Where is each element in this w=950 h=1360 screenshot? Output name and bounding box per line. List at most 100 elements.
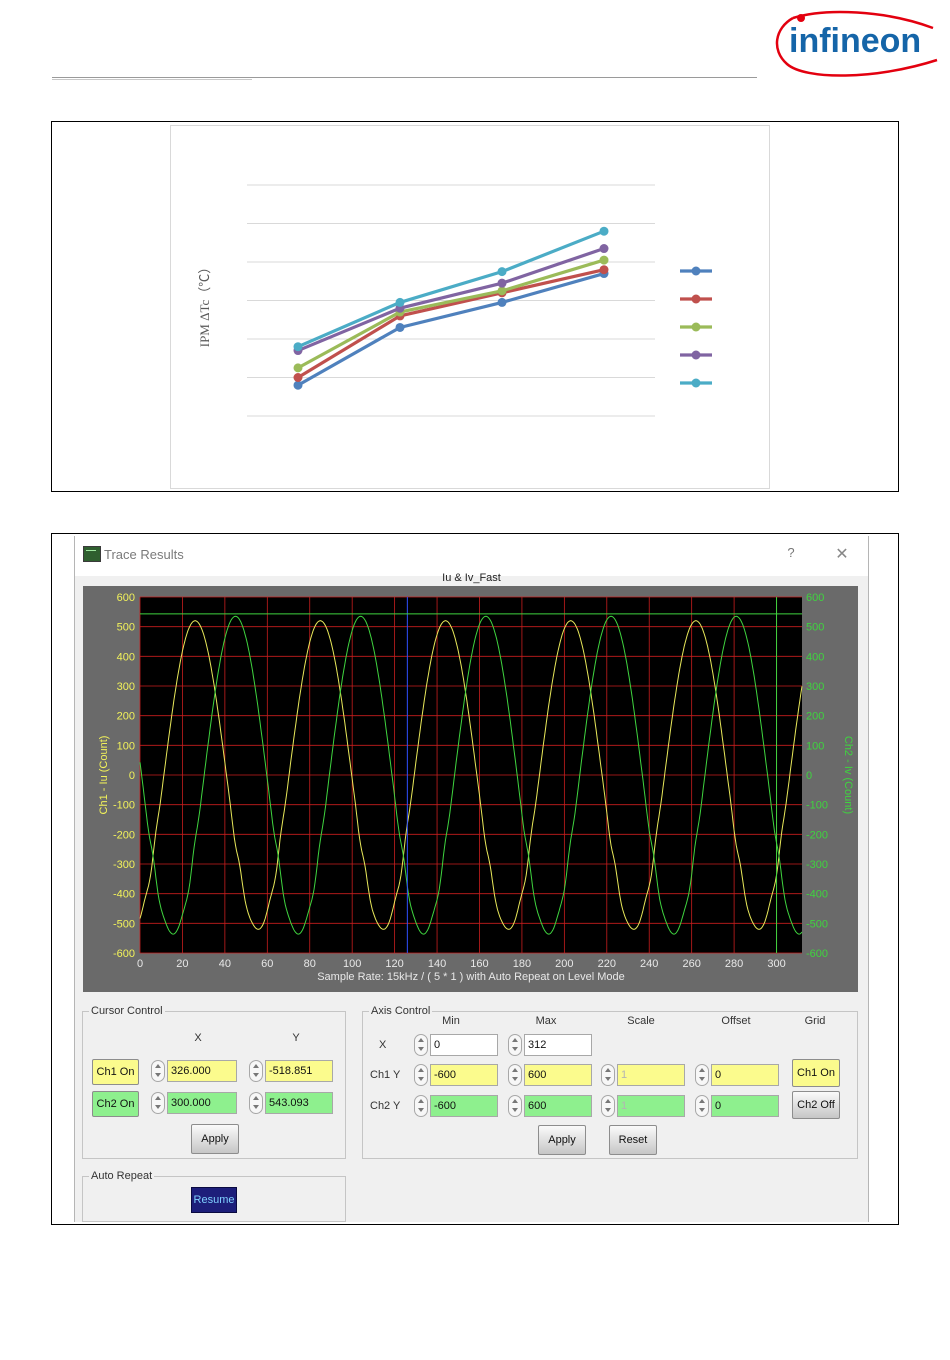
header-rule-accent <box>52 79 252 80</box>
x-tick: 220 <box>598 958 616 970</box>
close-button[interactable]: ✕ <box>835 546 849 563</box>
axis-ch1-offset-spinner[interactable] <box>695 1064 709 1086</box>
y-tick-right: -500 <box>806 918 828 930</box>
window-title: Trace Results <box>104 547 184 562</box>
y-tick-left: 200 <box>117 711 135 723</box>
resume-button[interactable]: Resume <box>191 1187 237 1213</box>
axis-x-min-spinner[interactable] <box>414 1034 428 1056</box>
cursor-control-label: Cursor Control <box>89 1005 165 1017</box>
axis-ch2-scale-field[interactable]: 1 <box>617 1095 685 1117</box>
axis-ch1-scale-field[interactable]: 1 <box>617 1064 685 1086</box>
data-point <box>599 226 609 236</box>
y-tick-left: -400 <box>113 889 135 901</box>
ipm-temperature-chart: IPM ΔTc（℃） <box>197 184 712 417</box>
cursor-ch2-x-field[interactable]: 300.000 <box>167 1092 237 1114</box>
series-line-3 <box>297 258 605 370</box>
cursor-ch1-x-spinner[interactable] <box>151 1060 165 1082</box>
axis-ch1-max-spinner[interactable] <box>508 1064 522 1086</box>
data-point <box>497 267 507 277</box>
axis-col-min: Min <box>442 1015 460 1027</box>
x-tick: 60 <box>261 958 273 970</box>
axis-ch2-min-spinner[interactable] <box>414 1095 428 1117</box>
grid-ch1-on-button[interactable]: Ch1 On <box>792 1059 840 1087</box>
data-point <box>395 322 405 332</box>
axis-ch1-offset-field[interactable]: 0 <box>711 1064 779 1086</box>
app-icon <box>83 546 101 562</box>
axis-reset-button[interactable]: Reset <box>609 1125 657 1155</box>
grid-ch2-off-button[interactable]: Ch2 Off <box>792 1091 840 1119</box>
cursor-ch1-x-field[interactable]: 326.000 <box>167 1060 237 1082</box>
y-tick-left: -200 <box>113 829 135 841</box>
figure-2-frame: Trace Results ? ✕ Iu & Iv_Fast 600 600 500… <box>51 533 899 1225</box>
chart-area: IPM ΔTc（℃） <box>170 125 770 489</box>
cursor-ch2-x-spinner[interactable] <box>151 1092 165 1114</box>
axis-col-scale: Scale <box>627 1015 655 1027</box>
cursor-ch1-on-button[interactable]: Ch1 On <box>92 1059 139 1085</box>
axis-x-max-spinner[interactable] <box>508 1034 522 1056</box>
axis-col-grid: Grid <box>804 1015 826 1027</box>
data-point <box>293 363 303 373</box>
legend-marker-2 <box>691 294 701 304</box>
cursor-ch2-y-spinner[interactable] <box>249 1092 263 1114</box>
cursor-ch2-on-button[interactable]: Ch2 On <box>92 1091 139 1117</box>
x-tick: 280 <box>725 958 743 970</box>
y-tick-right: 200 <box>806 711 824 723</box>
x-axis-label: Sample Rate: 15kHz / ( 5 * 1 ) with Auto… <box>317 971 625 983</box>
legend-marker-3 <box>691 322 701 332</box>
x-tick: 260 <box>682 958 700 970</box>
series-line-1 <box>297 272 605 387</box>
y-axis-label: IPM ΔTc（℃） <box>197 261 212 348</box>
cursor-col-y: Y <box>292 1032 300 1044</box>
y-tick-right: 300 <box>806 681 824 693</box>
cursor-control-group: Cursor Control X Y Ch1 On Ch2 On 326.000… <box>82 1005 346 1159</box>
axis-apply-button[interactable]: Apply <box>538 1125 586 1155</box>
axis-ch2-scale-spinner[interactable] <box>601 1095 615 1117</box>
x-tick: 160 <box>470 958 488 970</box>
y-axis-label-left: Ch1 - Iu (Count) <box>98 736 110 815</box>
series-line-4 <box>297 247 605 353</box>
axis-ch2-min-field[interactable]: -600 <box>430 1095 498 1117</box>
y-tick-right: -300 <box>806 859 828 871</box>
y-tick-left: -500 <box>113 918 135 930</box>
axis-ch2-offset-field[interactable]: 0 <box>711 1095 779 1117</box>
auto-repeat-group: Auto Repeat Resume <box>82 1170 346 1222</box>
data-point <box>395 297 405 307</box>
help-button[interactable]: ? <box>787 545 795 560</box>
legend-marker-1 <box>691 266 701 276</box>
y-tick-right: -400 <box>806 889 828 901</box>
cursor-ch1-y-field[interactable]: -518.851 <box>265 1060 333 1082</box>
y-tick-left: 300 <box>117 681 135 693</box>
cursor-ch1-y-spinner[interactable] <box>249 1060 263 1082</box>
data-point <box>293 373 303 382</box>
axis-ch2-max-field[interactable]: 600 <box>524 1095 592 1117</box>
y-tick-left: -600 <box>113 948 135 960</box>
cursor-apply-button[interactable]: Apply <box>191 1124 239 1154</box>
x-tick: 80 <box>304 958 316 970</box>
y-tick-left: -100 <box>113 800 135 812</box>
header-rule <box>52 77 757 78</box>
cursor-ch2-y-field[interactable]: 543.093 <box>265 1092 333 1114</box>
axis-x-max-field[interactable]: 312 <box>524 1034 592 1056</box>
title-bar[interactable]: Trace Results ? ✕ <box>75 536 868 576</box>
logo-wordmark: infineon <box>789 22 921 60</box>
axis-ch1-min-field[interactable]: -600 <box>430 1064 498 1086</box>
axis-ch1-scale-spinner[interactable] <box>601 1064 615 1086</box>
x-tick: 140 <box>428 958 446 970</box>
axis-ch2-offset-spinner[interactable] <box>695 1095 709 1117</box>
axis-row-ch1: Ch1 Y <box>370 1069 401 1081</box>
series-line-5 <box>297 229 605 349</box>
data-point <box>497 297 507 307</box>
axis-ch1-max-field[interactable]: 600 <box>524 1064 592 1086</box>
legend-marker-5 <box>691 378 701 388</box>
axis-ch1-min-spinner[interactable] <box>414 1064 428 1086</box>
axis-x-min-field[interactable]: 0 <box>430 1034 498 1056</box>
x-tick: 20 <box>176 958 188 970</box>
y-tick-right: 600 <box>806 592 824 604</box>
axis-ch2-max-spinner[interactable] <box>508 1095 522 1117</box>
plot-title: Iu & Iv_Fast <box>442 572 501 584</box>
y-tick-right: 400 <box>806 651 824 663</box>
y-tick-left: -300 <box>113 859 135 871</box>
data-point <box>599 244 609 254</box>
x-tick: 180 <box>513 958 531 970</box>
